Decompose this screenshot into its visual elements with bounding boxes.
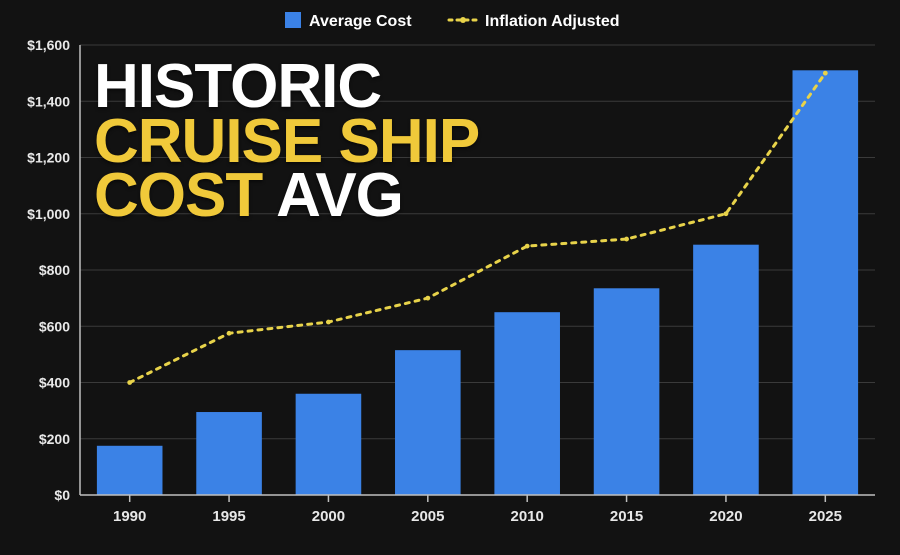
- y-tick-label: $200: [39, 431, 70, 447]
- y-tick-label: $800: [39, 262, 70, 278]
- y-tick-label: $0: [54, 487, 70, 503]
- bar: [395, 350, 461, 495]
- legend-label: Inflation Adjusted: [485, 13, 620, 30]
- chart-container: $0 $200 $400 $600 $800 $1,000 $1,200 $1,400 $1,6…: [0, 0, 900, 555]
- inflation-point: [425, 296, 430, 301]
- chart-svg: $0 $200 $400 $600 $800 $1,000 $1,200 $1,400 $1,6…: [0, 0, 900, 555]
- inflation-point: [823, 71, 828, 76]
- x-tick-label: 2000: [312, 508, 345, 525]
- x-tick-label: 1990: [113, 508, 146, 525]
- legend-label: Average Cost: [309, 13, 412, 30]
- x-tick-label: 2010: [511, 508, 544, 525]
- bar: [97, 446, 163, 495]
- bar: [296, 394, 362, 495]
- x-tick-label: 2015: [610, 508, 643, 525]
- y-tick-label: $1,600: [27, 37, 70, 53]
- inflation-point: [525, 244, 530, 249]
- inflation-point: [326, 320, 331, 325]
- legend-swatch: [285, 12, 301, 28]
- inflation-point: [227, 331, 232, 336]
- y-tick-label: $1,400: [27, 93, 70, 109]
- bar: [196, 412, 262, 495]
- y-tick-label: $1,200: [27, 150, 70, 166]
- bar: [693, 245, 759, 495]
- y-tick-label: $1,000: [27, 206, 70, 222]
- y-tick-label: $400: [39, 375, 70, 391]
- x-tick-label: 2005: [411, 508, 444, 525]
- inflation-point: [624, 237, 629, 242]
- x-tick-label: 1995: [212, 508, 245, 525]
- bar: [494, 312, 560, 495]
- y-tick-label: $600: [39, 318, 70, 334]
- bar: [793, 70, 859, 495]
- bar: [594, 288, 660, 495]
- inflation-point: [127, 380, 132, 385]
- x-tick-label: 2025: [809, 508, 842, 525]
- inflation-point: [724, 211, 729, 216]
- x-tick-label: 2020: [709, 508, 742, 525]
